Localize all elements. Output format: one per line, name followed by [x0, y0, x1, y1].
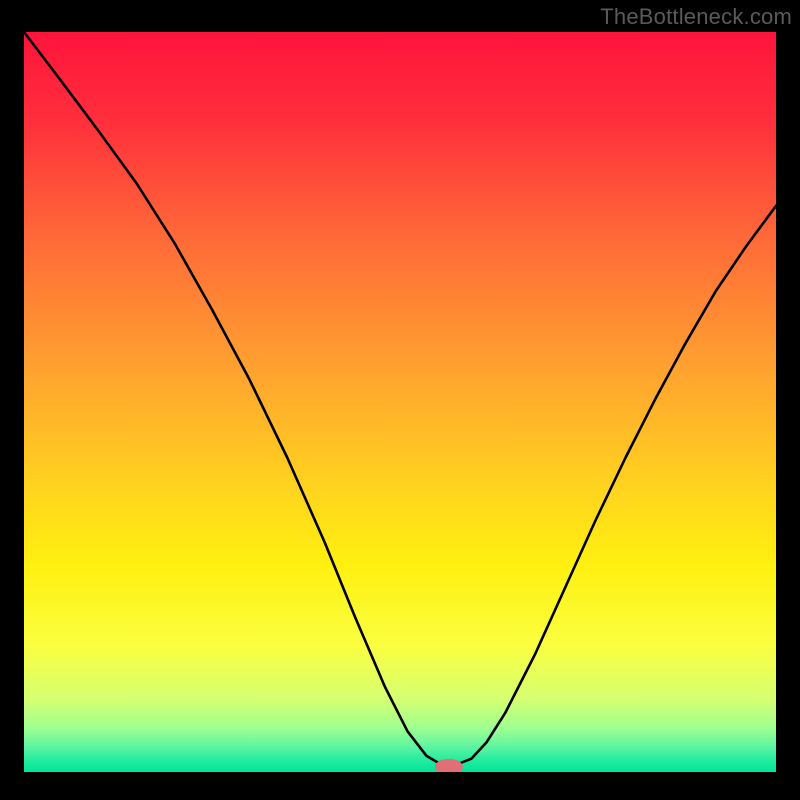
plot-area: [24, 32, 776, 772]
watermark-text: TheBottleneck.com: [600, 4, 792, 30]
plot-svg: [24, 32, 776, 772]
gradient-background: [24, 32, 776, 772]
chart-canvas: TheBottleneck.com: [0, 0, 800, 800]
